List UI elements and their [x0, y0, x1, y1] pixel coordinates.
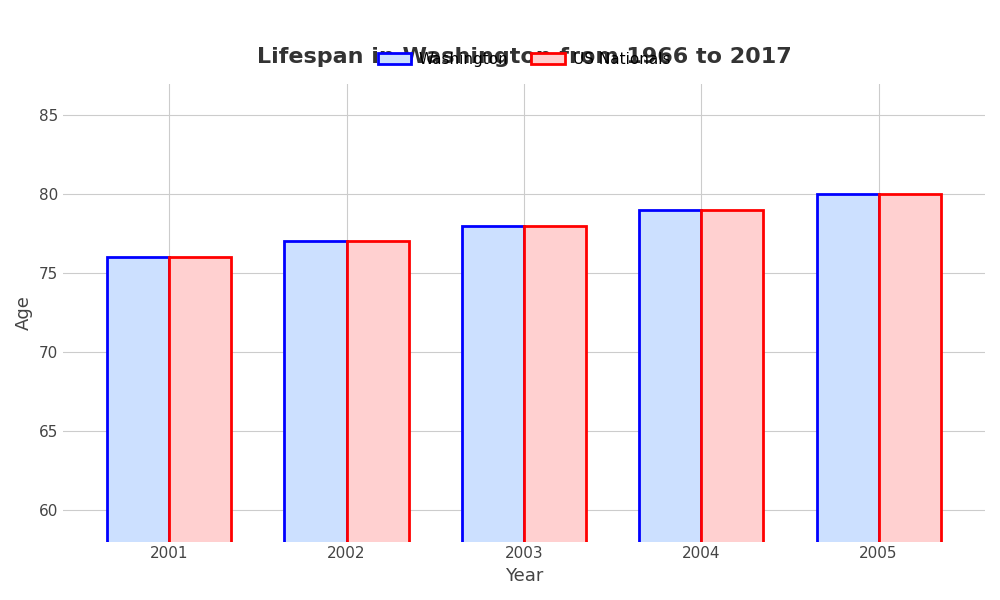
Title: Lifespan in Washington from 1966 to 2017: Lifespan in Washington from 1966 to 2017	[257, 47, 791, 67]
Bar	[639, 210, 701, 600]
Bar	[817, 194, 879, 600]
Bar	[284, 241, 347, 600]
Bar	[107, 257, 169, 600]
X-axis label: Year: Year	[505, 567, 543, 585]
Bar	[879, 194, 941, 600]
Bar	[524, 226, 586, 600]
Legend: Washington, US Nationals: Washington, US Nationals	[371, 46, 676, 73]
Y-axis label: Age: Age	[15, 295, 33, 330]
Bar	[701, 210, 763, 600]
Bar	[462, 226, 524, 600]
Bar	[169, 257, 231, 600]
Bar	[347, 241, 409, 600]
